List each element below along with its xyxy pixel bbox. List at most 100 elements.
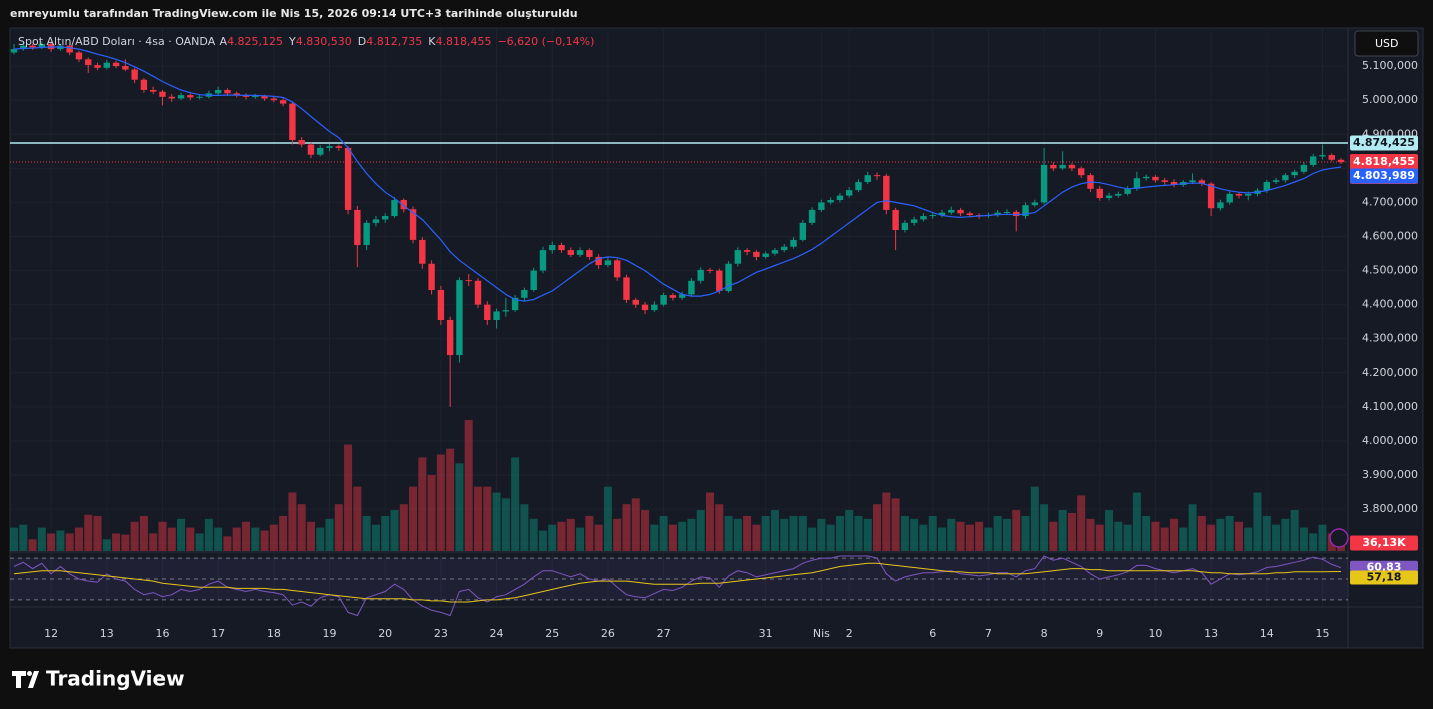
volume-bar [724, 515, 733, 551]
volume-bar [798, 515, 807, 551]
volume-bar [668, 524, 677, 551]
volume-bar [251, 527, 260, 551]
x-tick-label: 12 [44, 627, 58, 640]
volume-bar [177, 518, 186, 551]
candle-body [159, 91, 166, 97]
legend-letter: K [428, 35, 436, 48]
volume-bar [993, 515, 1002, 551]
x-tick-label: 13 [100, 627, 114, 640]
candle-body [623, 277, 630, 300]
volume-bar [1207, 524, 1216, 551]
candle-body [799, 222, 806, 240]
candle-body [326, 146, 333, 148]
candle-body [929, 215, 936, 217]
volume-badge: 36,13K [1362, 536, 1406, 549]
currency-label[interactable]: USD [1375, 37, 1399, 50]
rsi-ma-badge-bg [1350, 570, 1418, 585]
logo-dot [27, 671, 32, 676]
candle-body [456, 280, 463, 356]
candle-body [651, 304, 658, 311]
volume-bar [65, 533, 74, 551]
volume-bar [334, 504, 343, 551]
candle-body [827, 200, 834, 203]
symbol: Spot Altın/ABD Doları · 4sa · OANDA [18, 35, 216, 48]
candle-body [224, 89, 231, 94]
candle-body [38, 43, 46, 48]
currency-button[interactable] [1354, 30, 1419, 57]
candle-body [558, 245, 565, 251]
volume-bar [464, 420, 473, 551]
x-tick-label: 7 [985, 627, 992, 640]
level-badge-bg [1350, 135, 1418, 151]
volume-bar [511, 457, 520, 551]
brand-logo [12, 671, 39, 688]
volume-bar [529, 518, 538, 551]
volume-bar [186, 527, 195, 551]
volume-bar [566, 518, 575, 551]
volume-bar [1234, 521, 1243, 551]
x-tick-label: 2 [846, 627, 853, 640]
volume-bar [1105, 510, 1114, 551]
volume-bar [538, 530, 547, 551]
volume-bar [10, 527, 18, 551]
moving-average [13, 46, 1342, 302]
volume-bar [37, 527, 46, 551]
candle-body [391, 200, 398, 217]
candle-body [1226, 193, 1233, 203]
candle-body [641, 304, 649, 311]
candle-body [335, 146, 342, 148]
candle-body [957, 209, 964, 214]
candle-body [808, 209, 816, 223]
volume-bar [242, 521, 250, 551]
volume-bar [873, 504, 882, 551]
volume-bar [1077, 495, 1086, 551]
candle-body [1337, 159, 1345, 163]
candle-body [586, 250, 593, 257]
candle-body [938, 212, 946, 216]
volume-bar [1058, 510, 1067, 551]
volume-bar [223, 536, 232, 551]
volume-bar [1225, 515, 1234, 551]
x-tick-label: 13 [1204, 627, 1218, 640]
volume-bar [743, 515, 752, 551]
candle-body [382, 216, 389, 220]
volume-bar [102, 539, 111, 551]
candle-body [725, 263, 732, 292]
candle-body [1068, 164, 1076, 169]
candle-body [994, 212, 1001, 216]
volume-bar [427, 474, 436, 551]
volume-bar [882, 492, 891, 551]
candle-body [1207, 183, 1215, 209]
candle-body [29, 45, 36, 48]
y-tick-label: 4.500,000 [1362, 264, 1418, 277]
candle-body [818, 202, 825, 210]
candle-body [530, 270, 537, 290]
candle-body [892, 209, 899, 231]
volume-bar [195, 533, 204, 551]
candle-body [252, 96, 259, 98]
volume-bar [900, 515, 909, 551]
candle-body [1291, 171, 1298, 176]
volume-bar [492, 492, 501, 551]
x-tick-label: 14 [1260, 627, 1274, 640]
x-tick-label: 26 [601, 627, 615, 640]
candle-body [437, 289, 445, 320]
candle-body [474, 280, 482, 305]
volume-bar [622, 504, 631, 551]
candle-body [604, 260, 612, 266]
volume-bar [984, 527, 993, 551]
volume-bar [474, 486, 482, 551]
candle-body [428, 263, 435, 290]
volume-bar [631, 498, 640, 551]
legend-letter: D [358, 35, 366, 48]
candle-body [614, 260, 621, 278]
volume-bar [418, 457, 427, 551]
candle-body [781, 246, 788, 251]
candle-body [1198, 180, 1206, 184]
volume-bar [752, 524, 761, 551]
candle-body [270, 98, 278, 101]
candle-body [1105, 195, 1113, 198]
volume-bar [1197, 515, 1206, 551]
y-tick-label: 5.000,000 [1362, 93, 1418, 106]
